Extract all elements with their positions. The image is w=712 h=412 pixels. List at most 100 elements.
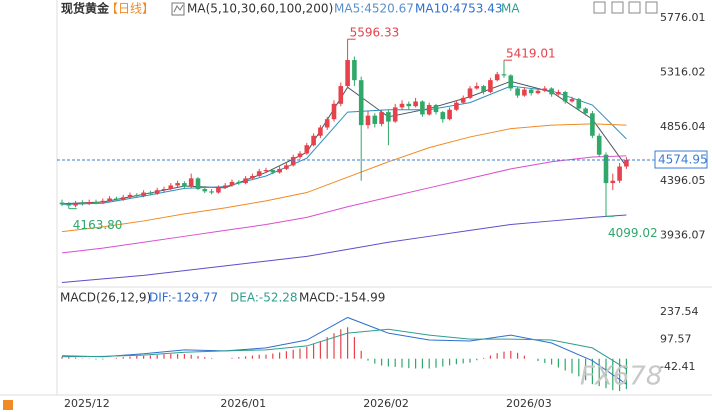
y-tick-label: -42.41 [660,360,695,373]
y-tick-label: 5776.01 [660,11,706,24]
candle-body [66,204,72,206]
candle-body [338,86,344,104]
candle-body [528,89,534,94]
candle-body [433,105,439,113]
candle-body [420,101,425,115]
candle-body [617,166,622,181]
candle-body [379,112,384,124]
candle-body [107,198,112,201]
candle-body [222,185,228,188]
extreme-label: 5596.33 [350,26,400,40]
candle-body [372,115,378,124]
candle-body [202,188,208,192]
candle-body [59,202,65,205]
candle-body [114,198,119,200]
candle-body [127,194,133,198]
candle-body [467,88,473,98]
candle-body [583,108,588,114]
candle-body [542,88,548,91]
candle-body [297,153,303,158]
y-tick-label: 3936.07 [660,229,706,242]
candle-body [569,99,575,102]
candle-body [311,135,316,146]
candle-body [182,183,187,187]
ma-line [61,123,627,233]
period[interactable]: 【日线】 [106,2,154,16]
legend-item: DEA:-52.28 [230,291,298,305]
x-tick-label: 2026/01 [220,397,266,410]
candle-body [345,60,350,87]
candle-body [161,188,167,191]
candle-body [80,203,85,205]
candle-body [290,157,296,166]
candle-body [331,103,337,120]
y-tick-label: 5316.02 [660,65,706,78]
corner-icon[interactable] [3,400,13,410]
candle-body [522,89,527,96]
ma-line [61,155,627,254]
candle-body [324,119,330,128]
legend-item: MACD:-154.99 [299,291,385,305]
candle-body [243,178,248,184]
candle-body [392,107,398,122]
candle-body [596,135,602,155]
candle-body [460,97,466,103]
candle-body [624,160,629,167]
candle-body [481,86,486,92]
extreme-label: 4099.02 [608,226,658,240]
candle-body [277,168,282,173]
candle-body [134,194,140,197]
title: 现货黄金 [61,1,110,16]
x-tick-label: 2025/12 [64,397,110,410]
candle-body [175,183,180,186]
candle-body [576,99,582,109]
candle-body [318,127,323,136]
candle-body [590,113,595,136]
y-tick-label: 4396.05 [660,174,706,187]
candle-body [216,187,221,193]
x-tick-label: 2026/02 [363,397,409,410]
candle-body [352,60,357,81]
candle-body [358,80,364,126]
legend-item: MA(5,10,30,60,100,200) [187,2,333,16]
extreme-label: 4163.80 [73,218,123,232]
last-price-tag [654,150,708,169]
candle-body [73,203,78,206]
candle-body [399,103,405,108]
candle-body [188,178,194,187]
candle-body [100,200,106,203]
candle-body [494,74,500,81]
candle-body [120,197,126,200]
x-tick-label: 2026/03 [506,397,552,410]
candle-body [488,80,493,92]
candle-body [515,88,520,96]
candle-body [447,109,452,120]
extreme-label: 5419.01 [506,47,556,61]
candle-body [474,86,480,89]
ma-icon[interactable] [171,2,185,16]
candle-body [148,192,153,194]
candle-body [195,178,201,189]
candle-body [603,154,609,184]
y-tick-label: 97.57 [660,333,692,346]
candle-body [263,170,269,172]
toolbar[interactable] [593,1,658,14]
candle-body [501,74,507,76]
candle-body [440,112,446,120]
ma-line [61,214,627,283]
candle-body [304,145,310,154]
ma-line [61,80,627,205]
legend-item: MA5:4520.67 [334,2,414,16]
candle-body [236,181,242,184]
legend-item: MACD(26,12,9) [60,291,151,305]
candle-body [562,91,568,102]
candle-body [229,181,235,186]
candle-body [141,192,146,197]
candle-body [365,115,371,126]
macd-line [61,316,627,385]
y-tick-label: 4856.04 [660,120,706,133]
candle-body [508,75,514,89]
candle-body [256,171,262,176]
candle-body [386,112,391,122]
candle-body [610,180,616,184]
